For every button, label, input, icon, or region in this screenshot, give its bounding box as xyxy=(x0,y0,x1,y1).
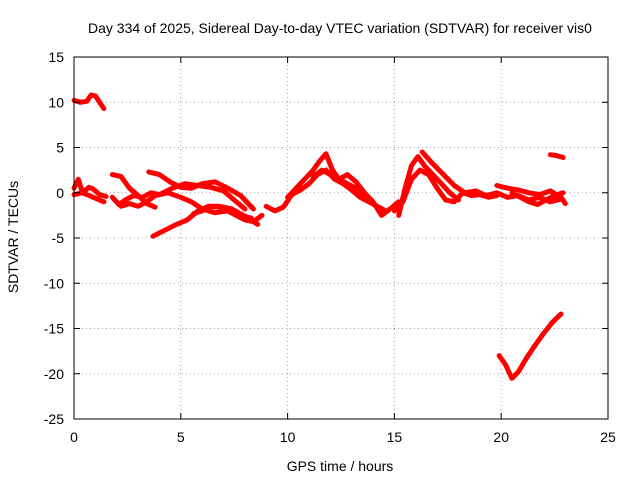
y-tick-label: -15 xyxy=(44,321,64,337)
axes: 0 5 10 15 20 25 15 10 5 0 -5 -10 -15 -20 -25 xyxy=(44,49,616,445)
y-tick-label: -25 xyxy=(44,411,64,427)
series-arc-19 xyxy=(496,311,564,381)
x-tick-label: 5 xyxy=(177,429,185,445)
y-tick-label: -5 xyxy=(52,230,65,246)
series-arc-1 xyxy=(71,92,107,112)
y-tick-label: 5 xyxy=(56,140,64,156)
series-arc-11 xyxy=(285,151,376,205)
series-arc-4 xyxy=(109,172,158,210)
x-tick-label: 25 xyxy=(600,429,616,445)
series-arc-17 xyxy=(509,190,566,207)
x-tick-label: 0 xyxy=(70,429,78,445)
chart-title: Day 334 of 2025, Sidereal Day-to-day VTE… xyxy=(88,20,592,36)
y-tick-label: 0 xyxy=(56,185,64,201)
series-arc-9 xyxy=(191,203,265,225)
y-tick-label: -10 xyxy=(44,275,64,291)
series-arc-2 xyxy=(71,176,107,205)
plot-frame xyxy=(73,56,609,420)
x-tick-label: 10 xyxy=(280,429,296,445)
x-tick-label: 15 xyxy=(387,429,403,445)
series-arc-15 xyxy=(419,149,564,205)
series-arc-13 xyxy=(396,154,461,218)
series-arc-10 xyxy=(263,167,389,214)
series-arc-12 xyxy=(310,167,402,218)
series-arc-18 xyxy=(547,152,566,160)
y-axis-label: SDTVAR / TECUs xyxy=(5,181,21,293)
x-tick-label: 20 xyxy=(493,429,509,445)
series-arc-3 xyxy=(71,184,109,199)
y-tick-label: -20 xyxy=(44,366,64,382)
y-tick-label: 10 xyxy=(48,94,64,110)
series-arc-7 xyxy=(146,169,256,212)
data-traces xyxy=(71,92,568,381)
x-axis-label: GPS time / hours xyxy=(287,458,394,474)
y-tick-label: 15 xyxy=(48,49,64,65)
